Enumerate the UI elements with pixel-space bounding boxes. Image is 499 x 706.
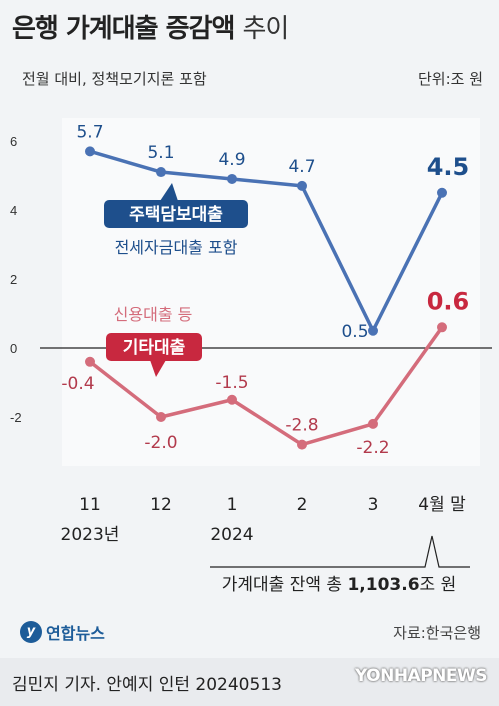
data-label: -2.2 [356, 438, 389, 458]
data-point [437, 322, 447, 333]
x-tick-label: 4월 말 [418, 495, 466, 515]
y-tick-label: 0 [10, 341, 17, 356]
data-point [368, 418, 378, 429]
x-tick-label: 1 [227, 495, 238, 515]
data-label: 0.6 [427, 287, 470, 315]
annotation-bracket [210, 535, 470, 568]
data-point [297, 180, 307, 191]
annotation-part: 1,103.6 [347, 575, 419, 595]
annotation-part: 가계대출 잔액 총 [222, 575, 348, 595]
x-tick-label: 3 [368, 495, 379, 515]
legend-sublabel-mortgage: 전세자금대출 포함 [115, 238, 238, 257]
y-tick-label: 2 [10, 272, 17, 287]
data-label: 4.7 [288, 157, 315, 177]
data-label: 5.1 [147, 143, 174, 163]
data-label: -0.4 [61, 374, 94, 394]
data-label: 4.9 [218, 150, 245, 170]
data-label: -1.5 [215, 373, 248, 393]
credit-line: 김민지 기자. 안예지 인턴 20240513 [12, 675, 282, 695]
series-line-mortgage [89, 149, 444, 333]
chart-title: 은행 가계대출 증감액 추이 [12, 8, 289, 45]
data-point [156, 167, 166, 178]
chart-subtitle: 전월 대비, 정책모기지론 포함 [22, 70, 207, 88]
data-point [368, 325, 378, 336]
year-label: 2023년 [61, 525, 120, 545]
x-tick-label: 2 [297, 495, 308, 515]
year-label: 2024 [210, 525, 253, 545]
series-line-other-loans [88, 326, 444, 447]
unit-label: 단위:조 원 [417, 70, 483, 88]
data-point [85, 146, 95, 157]
legend-sublabel-other: 신용대출 등 [114, 305, 193, 324]
y-tick-label: 4 [10, 203, 17, 218]
legend-label-other: 기타대출 [123, 338, 186, 358]
data-point [227, 394, 237, 405]
data-label: 5.7 [76, 122, 103, 142]
data-point [227, 173, 237, 184]
logo-mark-icon: y [20, 621, 42, 643]
legend-label-mortgage: 주택담보대출 [129, 205, 223, 225]
legend-pointer [160, 183, 178, 201]
legend-badge-mortgage [104, 200, 248, 228]
credit-bar [0, 658, 499, 706]
plot-panel [62, 118, 480, 466]
title-main: 은행 가계대출 증감액 [12, 14, 235, 44]
y-tick-label: -2 [10, 410, 22, 425]
data-point [437, 187, 447, 198]
legend-badge-other [106, 333, 202, 361]
balance-annotation: 가계대출 잔액 총 1,103.6조 원 [222, 575, 456, 595]
data-point [156, 412, 166, 422]
data-point [297, 439, 307, 450]
data-point [85, 356, 95, 367]
watermark: YONHAPNEWS [354, 666, 488, 686]
x-tick-label: 12 [150, 495, 172, 515]
data-label: 4.5 [427, 153, 470, 181]
logo-text: 연합뉴스 [46, 624, 105, 643]
x-tick-label: 11 [79, 495, 101, 515]
annotation-part: 조 원 [420, 575, 457, 595]
source-note: 자료:한국은행 [393, 624, 481, 642]
title-suffix: 추이 [242, 14, 289, 44]
data-label: 0.5 [341, 322, 368, 342]
legend-pointer [150, 360, 166, 377]
data-label: -2.0 [144, 433, 177, 453]
y-tick-label: 6 [10, 134, 17, 149]
data-label: -2.8 [285, 416, 318, 436]
yonhap-logo: y 연합뉴스 [20, 620, 105, 644]
